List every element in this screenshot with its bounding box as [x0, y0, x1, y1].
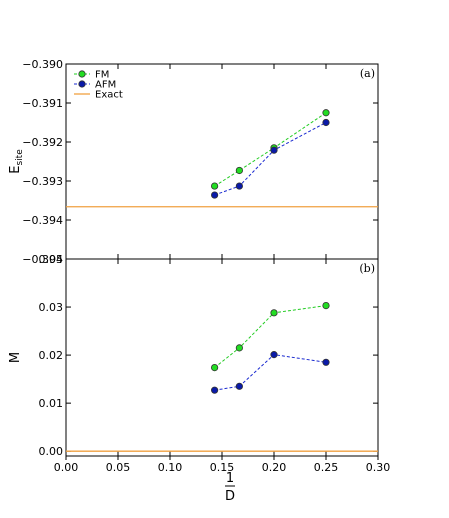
panel-energy: −0.395 −0.394 −0.393 −0.392 −0.391 −0.390 (a) E… — [8, 58, 379, 266]
y-tick-label: 0.00 — [39, 445, 64, 458]
legend-label-exact: Exact — [95, 90, 123, 101]
x-axis-title-denominator: D — [225, 489, 235, 504]
y-axis-title-main: E — [8, 166, 23, 174]
series-line-fm — [214, 112, 327, 187]
data-point-afm — [211, 191, 219, 199]
series-line-fm — [214, 305, 327, 368]
y-axis-title: Esite — [8, 149, 25, 174]
data-point-fm — [270, 309, 278, 317]
data-point-afm — [235, 182, 243, 190]
y-tick-label: 0.04 — [39, 253, 64, 266]
data-point-fm — [322, 302, 330, 310]
x-tick-label: 0.20 — [262, 461, 287, 474]
panel-tag: (b) — [359, 262, 375, 275]
legend-label-fm: FM — [95, 70, 109, 81]
data-point-fm — [235, 344, 243, 352]
y-tick-label: −0.394 — [22, 214, 63, 227]
data-point-fm — [211, 182, 219, 190]
x-tick-label: 0.10 — [158, 461, 183, 474]
x-axis-title-numerator: 1 — [226, 471, 234, 486]
y-axis-title: M — [8, 352, 23, 363]
data-point-afm — [270, 351, 278, 359]
y-tick-label: −0.393 — [22, 175, 63, 188]
y-tick-label: −0.392 — [22, 136, 63, 149]
y-tick-label: −0.395 — [22, 253, 63, 266]
legend-marker-fm — [78, 70, 86, 78]
y-axis-title-sub: site — [15, 149, 25, 166]
plot-frame — [65, 258, 379, 457]
panel-magnetization: 0.00 0.01 0.02 0.03 0.04 0.00 0.05 0.10 0.15 0.20… — [8, 253, 390, 504]
data-point-afm — [322, 118, 330, 127]
y-tick-label: 0.03 — [39, 301, 64, 314]
y-tick-label: −0.390 — [22, 58, 63, 71]
x-tick-label: 0.15 — [210, 461, 235, 474]
data-point-afm — [235, 382, 243, 390]
legend-marker-afm — [78, 80, 86, 88]
y-tick-label: −0.391 — [22, 97, 63, 110]
data-point-afm — [211, 386, 219, 394]
x-tick-label: 0.05 — [106, 461, 131, 474]
legend-label-afm: AFM — [95, 80, 116, 91]
data-point-fm — [235, 166, 243, 175]
data-point-fm — [322, 109, 330, 117]
x-tick-label: 0.00 — [54, 461, 79, 474]
data-point-afm — [270, 146, 278, 154]
series-line-afm — [214, 122, 327, 196]
x-tick-label: 0.30 — [366, 461, 391, 474]
y-tick-label: 0.01 — [39, 397, 64, 410]
data-point-fm — [211, 363, 219, 372]
series-line-afm — [214, 354, 327, 391]
y-tick-label: 0.02 — [39, 349, 64, 362]
panel-tag: (a) — [360, 67, 375, 80]
data-point-afm — [322, 358, 330, 366]
y-axis-title-main: M — [8, 352, 23, 363]
x-tick-label: 0.25 — [314, 461, 339, 474]
